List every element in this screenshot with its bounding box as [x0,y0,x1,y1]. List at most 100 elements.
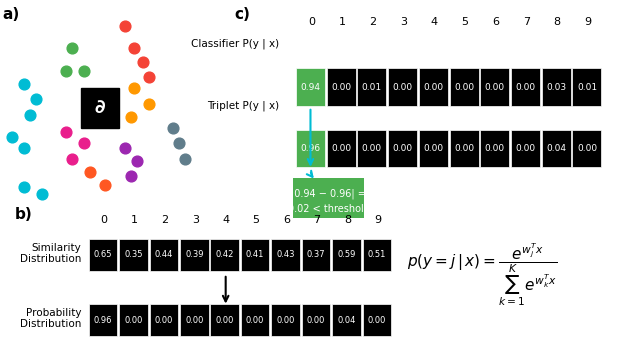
FancyBboxPatch shape [241,304,269,336]
Point [144,101,154,106]
Text: 7: 7 [523,17,530,27]
Point [129,85,140,91]
Point [19,145,29,151]
Text: 7: 7 [314,215,321,225]
FancyBboxPatch shape [271,239,300,271]
Text: 0.43: 0.43 [276,251,295,259]
Text: 0.04: 0.04 [546,144,566,153]
Text: 0.00: 0.00 [124,316,143,324]
Text: 0.00: 0.00 [392,144,413,153]
FancyBboxPatch shape [211,304,239,336]
Text: 4: 4 [222,215,229,225]
FancyBboxPatch shape [480,130,509,167]
Text: 0.00: 0.00 [577,144,597,153]
Point [61,129,71,135]
FancyBboxPatch shape [89,239,117,271]
Text: 0.59: 0.59 [337,251,356,259]
Point [120,24,131,29]
FancyBboxPatch shape [541,68,571,106]
FancyBboxPatch shape [511,68,540,106]
Text: 0: 0 [100,215,108,225]
Point [7,134,17,139]
FancyBboxPatch shape [388,68,417,106]
Point [120,145,131,151]
Text: 0.00: 0.00 [368,316,386,324]
Text: 0.00: 0.00 [362,144,382,153]
Point [132,158,143,164]
FancyBboxPatch shape [332,304,361,336]
FancyBboxPatch shape [326,68,356,106]
Text: 0.00: 0.00 [515,82,536,92]
Text: 2: 2 [161,215,168,225]
Text: |0.94 − 0.96| =: |0.94 − 0.96| = [291,189,366,199]
Text: 0.96: 0.96 [300,144,321,153]
Text: 0.00: 0.00 [331,82,351,92]
FancyBboxPatch shape [326,130,356,167]
FancyBboxPatch shape [480,68,509,106]
Point [79,141,89,146]
Text: 0.00: 0.00 [216,316,234,324]
FancyBboxPatch shape [572,130,602,167]
Point [180,156,190,161]
Point [61,68,71,73]
Text: 0.35: 0.35 [124,251,143,259]
FancyBboxPatch shape [211,239,239,271]
FancyBboxPatch shape [388,130,417,167]
Text: 6: 6 [283,215,290,225]
FancyBboxPatch shape [302,239,330,271]
FancyBboxPatch shape [180,304,209,336]
FancyBboxPatch shape [332,239,361,271]
Text: 6: 6 [492,17,499,27]
FancyBboxPatch shape [449,130,479,167]
Text: 0.94: 0.94 [300,82,321,92]
Point [31,96,41,102]
Text: 0.00: 0.00 [276,316,295,324]
Text: 0.00: 0.00 [307,316,325,324]
Text: c): c) [234,7,250,22]
FancyBboxPatch shape [357,130,387,167]
Text: Triplet P(y | x): Triplet P(y | x) [207,101,280,111]
Text: 0.02 < threshold: 0.02 < threshold [287,204,369,214]
Text: 0.41: 0.41 [246,251,264,259]
FancyBboxPatch shape [302,304,330,336]
Text: 0.00: 0.00 [454,144,474,153]
Text: 0.00: 0.00 [246,316,264,324]
Point [19,81,29,86]
Text: 0.00: 0.00 [185,316,204,324]
FancyBboxPatch shape [296,68,325,106]
Text: 0.65: 0.65 [93,251,112,259]
FancyBboxPatch shape [81,88,120,128]
Text: Similarity
Distribution: Similarity Distribution [20,243,81,264]
Text: b): b) [15,207,32,222]
Point [25,112,35,117]
Text: 0: 0 [308,17,315,27]
FancyBboxPatch shape [180,239,209,271]
Text: 5: 5 [253,215,260,225]
FancyBboxPatch shape [271,304,300,336]
Point [36,191,47,197]
Text: 2: 2 [369,17,376,27]
Text: 8: 8 [344,215,351,225]
Point [19,184,29,190]
Point [67,156,77,161]
Point [67,46,77,51]
FancyBboxPatch shape [241,239,269,271]
FancyBboxPatch shape [150,304,178,336]
Text: 0.03: 0.03 [546,82,566,92]
FancyBboxPatch shape [150,239,178,271]
FancyBboxPatch shape [541,130,571,167]
Text: 0.00: 0.00 [515,144,536,153]
Point [174,141,184,146]
Text: 0.51: 0.51 [368,251,386,259]
Point [129,46,140,51]
FancyBboxPatch shape [511,130,540,167]
Text: 0.96: 0.96 [93,316,112,324]
FancyBboxPatch shape [363,304,391,336]
Text: 3: 3 [400,17,407,27]
Text: 0.04: 0.04 [337,316,356,324]
Text: 1: 1 [131,215,138,225]
Point [99,182,109,188]
Text: 0.44: 0.44 [155,251,173,259]
FancyBboxPatch shape [89,304,117,336]
FancyBboxPatch shape [119,304,148,336]
